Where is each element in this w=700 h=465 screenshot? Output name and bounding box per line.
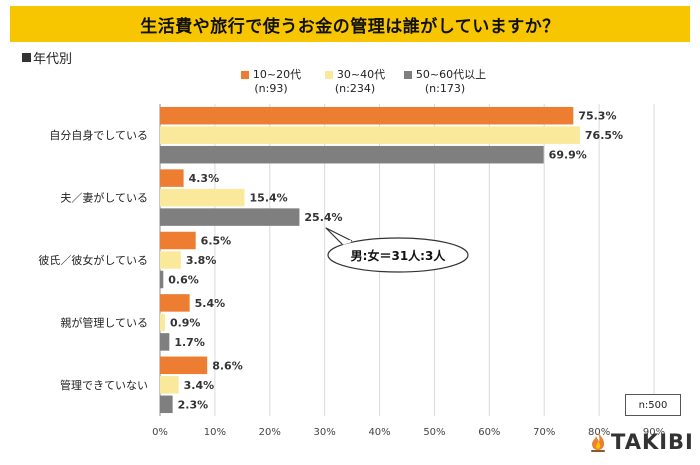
bar-3-2 [160,333,170,351]
callout-text: 男:女＝31人:3人 [351,248,447,263]
sample-size-label: n:500 [638,399,668,411]
campfire-icon [591,432,605,452]
data-label-2-0: 6.5% [201,235,232,248]
data-label-3-1: 0.9% [170,316,201,329]
legend-label-2: 50~60代以上 [415,68,487,81]
category-label-1: 夫／妻がしている [60,191,148,205]
legend-item-2: 50~60代以上 (n:173) [390,68,500,96]
category-label-0: 自分自身でしている [49,128,148,142]
category-label-2: 彼氏／彼女がしている [38,253,148,267]
legend-item-0: 10~20代 (n:93) [226,68,316,96]
legend-swatch-1 [324,71,333,79]
callout-bubble [327,237,469,273]
legend-n-1: (n:234) [334,82,376,95]
subtitle-square-icon [22,53,31,62]
subtitle: 年代別 [22,48,72,67]
data-label-4-0: 8.6% [212,359,243,372]
brand-name: TAKIBI [611,430,694,454]
x-tick-label-1: 10% [204,427,226,438]
bar-0-1 [160,126,580,144]
legend-swatch-2 [403,71,412,79]
brand-logo: TAKIBI [588,430,694,454]
legend-label-1: 30~40代 [336,68,386,81]
bar-0-0 [160,106,574,125]
data-label-4-1: 3.4% [184,379,215,392]
sample-size-box: n:500 [625,394,681,416]
x-tick-label-5: 50% [423,427,445,438]
data-label-1-1: 15.4% [250,192,288,205]
callout-pointer [325,227,353,245]
x-tick-label-2: 20% [259,427,281,438]
data-label-1-2: 25.4% [304,211,342,224]
legend-label-0: 10~20代 [252,68,302,81]
x-tick-label-9: 90% [643,427,665,438]
bar-2-0 [160,231,196,250]
x-tick-label-3: 30% [314,427,336,438]
subtitle-text: 年代別 [33,52,73,67]
x-tick-label-4: 40% [368,427,390,438]
data-label-4-2: 2.3% [178,398,209,411]
bar-2-2 [160,270,164,289]
x-tick-label-7: 70% [533,427,555,438]
x-tick-label-8: 80% [588,427,610,438]
data-label-0-2: 69.9% [549,149,587,162]
legend-n-0: (n:93) [254,82,288,95]
title-bar: 生活費や旅行で使うお金の管理は誰がしていますか？ [10,6,690,42]
data-label-0-0: 75.3% [578,110,616,123]
bar-4-0 [160,356,208,375]
chart-title: 生活費や旅行で使うお金の管理は誰がしていますか？ [140,16,560,37]
bar-1-1 [160,188,245,207]
bar-3-1 [160,313,165,332]
data-label-3-2: 1.7% [174,336,205,349]
data-label-2-1: 3.8% [186,254,217,267]
category-label-3: 親が管理している [60,315,148,329]
legend-swatch-0 [240,71,249,79]
bar-1-0 [160,169,184,187]
x-tick-label-0: 0% [152,427,168,438]
callout-pointer-mask [342,239,352,245]
data-label-1-0: 4.3% [189,172,220,185]
bar-4-1 [160,376,179,394]
bar-3-0 [160,294,190,312]
data-label-0-1: 76.5% [585,129,623,142]
bar-1-2 [160,208,300,226]
category-label-4: 管理できていない [60,378,148,392]
x-tick-label-6: 60% [478,427,500,438]
bar-4-2 [160,395,173,414]
data-label-3-0: 5.4% [195,297,226,310]
bar-2-1 [160,251,181,269]
legend-item-1: 30~40代 (n:234) [310,68,400,96]
legend: 10~20代 (n:93) 30~40代 (n:234) 50~60代以上 (n… [0,68,700,104]
bar-0-2 [160,145,544,164]
legend-n-2: (n:173) [424,82,466,95]
data-label-2-2: 0.6% [168,274,199,287]
